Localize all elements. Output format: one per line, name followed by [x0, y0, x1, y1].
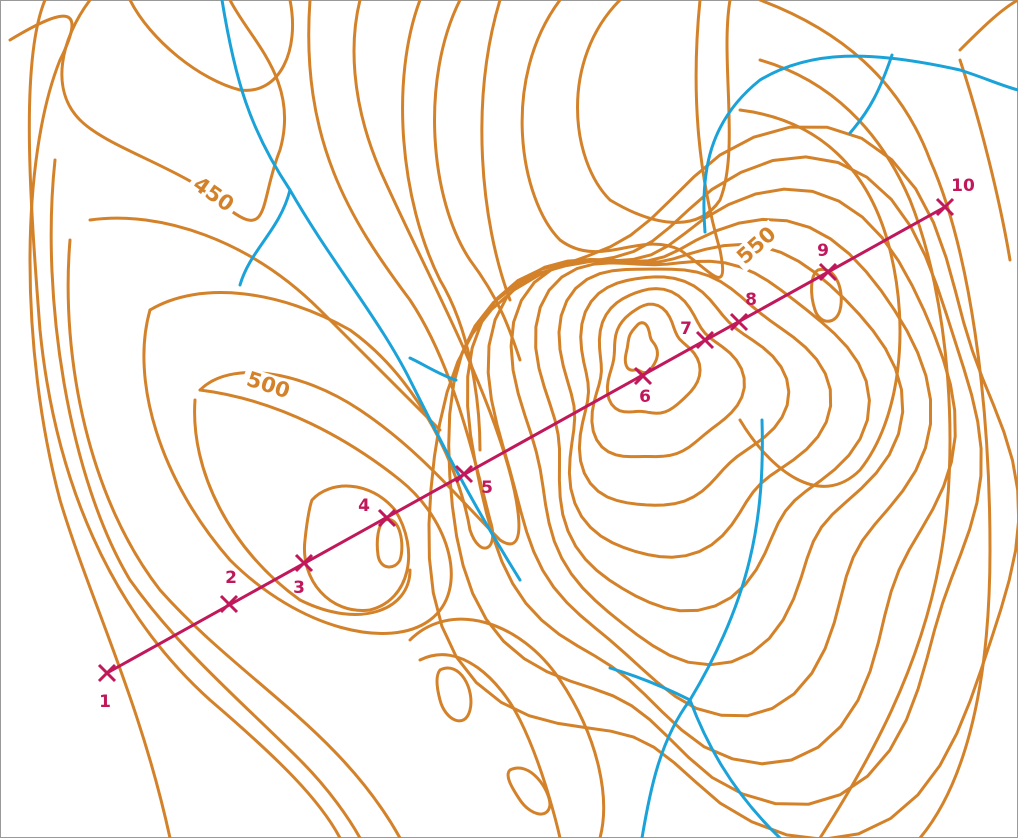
- rivers: [220, 0, 1018, 838]
- contour: [466, 187, 957, 766]
- hill-contours: [427, 125, 1018, 838]
- point-label: 3: [293, 578, 305, 598]
- point-label: 6: [639, 387, 651, 407]
- point-marker: [633, 366, 653, 386]
- contour: [142, 308, 453, 635]
- contour: [128, 0, 295, 92]
- point-label: 5: [481, 478, 493, 498]
- point-label: 9: [817, 241, 829, 261]
- point-marker: [219, 594, 239, 614]
- contour: [401, 0, 482, 452]
- contour: [49, 158, 362, 838]
- river: [220, 0, 522, 582]
- contours: [8, 0, 1018, 838]
- point-marker: [377, 508, 397, 528]
- contour: [958, 0, 1018, 52]
- point-marker: [935, 197, 955, 217]
- contour: [427, 125, 1018, 838]
- contour: [302, 484, 411, 612]
- point-label: 7: [680, 319, 692, 339]
- contour: [605, 302, 702, 415]
- contour: [590, 287, 746, 459]
- contour: [738, 108, 902, 488]
- contour: [435, 666, 473, 723]
- contour: [758, 58, 952, 838]
- river: [702, 54, 1018, 234]
- contour: [958, 58, 1012, 262]
- contour: [506, 766, 552, 816]
- contour: [433, 0, 522, 362]
- label-mask: [729, 219, 785, 273]
- contour: [375, 518, 404, 569]
- point-label: 4: [358, 496, 370, 516]
- point-marker: [695, 330, 715, 350]
- contour: [480, 0, 512, 302]
- point-marker: [729, 312, 749, 332]
- contour: [509, 242, 905, 667]
- contour: [66, 238, 402, 838]
- river: [848, 53, 894, 135]
- contour: [577, 275, 791, 507]
- label-mask: [239, 366, 297, 406]
- point-marker: [294, 553, 314, 573]
- point-label: 2: [225, 568, 237, 588]
- point-marker: [454, 464, 474, 484]
- contour: [576, 0, 732, 224]
- contour: [88, 216, 442, 432]
- contour: [486, 217, 932, 718]
- contour: [408, 617, 606, 838]
- point-label: 8: [745, 290, 757, 310]
- contour: [447, 155, 983, 806]
- profile-points: 1 2 3 4 5 6 7 8 9 10: [97, 176, 975, 712]
- contour: [758, 0, 992, 838]
- point-label: 1: [99, 692, 111, 712]
- label-mask: [184, 170, 242, 220]
- contour: [8, 14, 172, 838]
- contour: [27, 0, 342, 838]
- river: [238, 188, 292, 287]
- river: [608, 666, 782, 838]
- contour: [198, 0, 521, 546]
- point-marker: [818, 262, 838, 282]
- river: [640, 418, 764, 838]
- contour: [557, 267, 833, 559]
- contour: [534, 259, 871, 613]
- contour: [193, 398, 412, 616]
- point-label: 10: [951, 176, 975, 196]
- contour: [148, 0, 495, 550]
- point-marker: [97, 663, 117, 683]
- profile-line: [106, 205, 946, 675]
- river: [408, 356, 458, 382]
